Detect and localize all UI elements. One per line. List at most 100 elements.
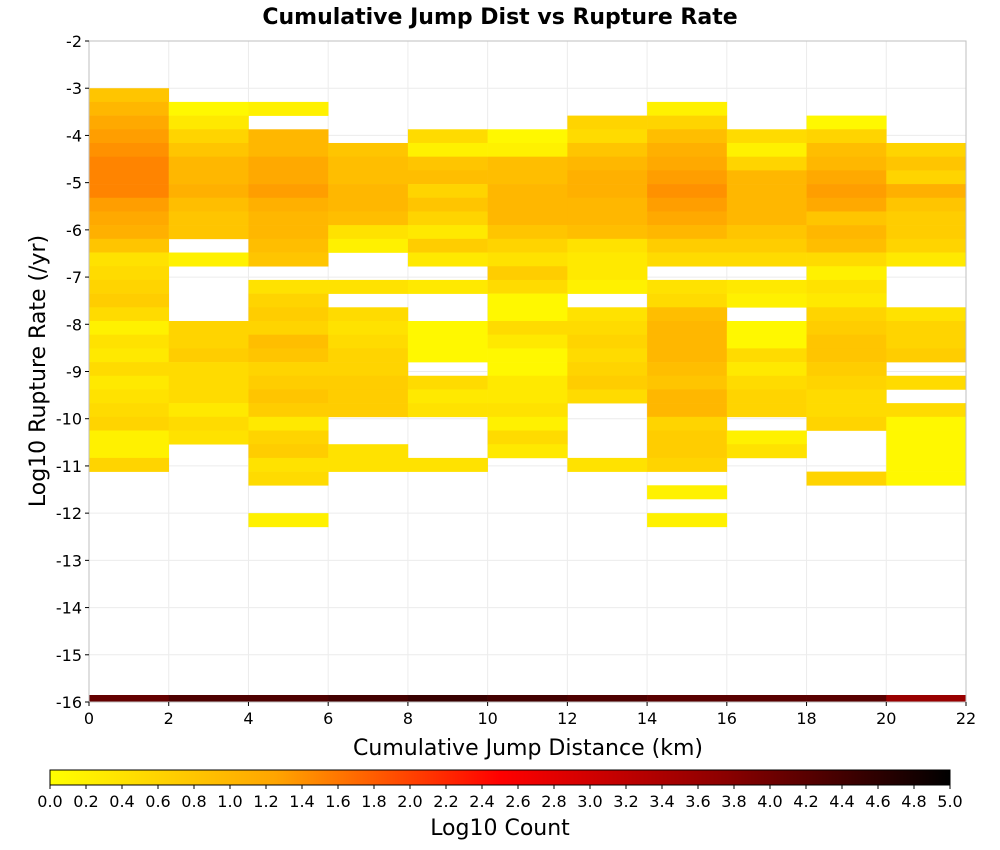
heatmap-cell [647, 238, 728, 253]
heatmap-cell [726, 279, 807, 294]
heatmap-cell [168, 129, 249, 144]
heatmap-cell [567, 375, 648, 390]
heatmap-cell [487, 293, 568, 308]
heatmap-cell [567, 389, 648, 404]
x-tick-label: 10 [477, 709, 497, 728]
heatmap-cell [89, 115, 170, 130]
heatmap-cell [806, 170, 887, 185]
heatmap-cell [89, 279, 170, 294]
heatmap-cell [328, 156, 409, 171]
heatmap-cell [567, 115, 648, 130]
heatmap-cell-bottom [328, 695, 409, 702]
heatmap-cell [806, 334, 887, 349]
x-tick-label: 8 [403, 709, 413, 728]
heatmap-cell [886, 320, 967, 335]
heatmap-cell [487, 375, 568, 390]
heatmap-cell [726, 142, 807, 157]
heatmap-cell [407, 348, 488, 363]
heatmap-cell [726, 170, 807, 185]
heatmap-cell [567, 197, 648, 212]
heatmap-cell [806, 471, 887, 486]
heatmap-cell [647, 375, 728, 390]
heatmap-cell [726, 403, 807, 418]
colorbar-label: Log10 Count [430, 816, 570, 841]
heatmap-cell [886, 307, 967, 322]
heatmap-cell [567, 170, 648, 185]
heatmap-cell [567, 307, 648, 322]
heatmap-cell [726, 444, 807, 459]
heatmap-cell [487, 362, 568, 377]
heatmap-cell [328, 170, 409, 185]
heatmap-cell [726, 129, 807, 144]
heatmap-cell [248, 211, 329, 226]
heatmap-cell [487, 170, 568, 185]
heatmap-cell [328, 348, 409, 363]
heatmap-cell [567, 252, 648, 267]
heatmap-cell [806, 362, 887, 377]
y-tick-label: -11 [56, 457, 82, 476]
heatmap-cell [647, 101, 728, 116]
heatmap-cell [328, 197, 409, 212]
heatmap-cell [647, 430, 728, 445]
heatmap-cell [328, 375, 409, 390]
heatmap-cell [328, 457, 409, 472]
heatmap-cell [487, 211, 568, 226]
heatmap-cell [248, 293, 329, 308]
heatmap-cell [487, 320, 568, 335]
y-axis-ticks: -2 -3 -4 -5 -6 -7 -8 -9 -10 -11 -12 -13 -14 -15 -16 [56, 32, 89, 712]
heatmap-cell [89, 416, 170, 431]
heatmap-cell [168, 211, 249, 226]
colorbar-tick-label: 0.2 [73, 792, 98, 811]
x-tick-label: 2 [164, 709, 174, 728]
heatmap-cells [89, 88, 967, 702]
heatmap-cell [248, 156, 329, 171]
colorbar-tick-label: 5.0 [937, 792, 962, 811]
heatmap-cell [407, 457, 488, 472]
heatmap-cell [886, 334, 967, 349]
heatmap-cell [806, 320, 887, 335]
heatmap-cell [886, 225, 967, 240]
heatmap-cell [168, 375, 249, 390]
colorbar [49, 769, 951, 786]
heatmap-cell [647, 307, 728, 322]
heatmap-cell [89, 211, 170, 226]
heatmap-cell [647, 252, 728, 267]
heatmap-cell [647, 389, 728, 404]
heatmap-cell [726, 334, 807, 349]
heatmap-cell [886, 156, 967, 171]
heatmap-cell [89, 197, 170, 212]
heatmap-cell [647, 444, 728, 459]
heatmap-cell [647, 115, 728, 130]
colorbar-tick-label: 1.2 [253, 792, 278, 811]
heatmap-cell [168, 115, 249, 130]
heatmap-cell [328, 320, 409, 335]
heatmap-cell [89, 389, 170, 404]
heatmap-cell [248, 457, 329, 472]
heatmap-cell [248, 170, 329, 185]
heatmap-cell [248, 471, 329, 486]
y-tick-label: -14 [56, 599, 82, 618]
heatmap-cell [248, 197, 329, 212]
heatmap-cell [487, 252, 568, 267]
heatmap-cell [647, 403, 728, 418]
heatmap-cell [89, 170, 170, 185]
heatmap-cell [806, 389, 887, 404]
colorbar-tick-label: 4.8 [901, 792, 926, 811]
heatmap-cell [647, 225, 728, 240]
heatmap-cell [89, 320, 170, 335]
heatmap-cell [168, 348, 249, 363]
colorbar-tick-label: 3.2 [613, 792, 638, 811]
colorbar-ticks: 0.0 0.2 0.4 0.6 0.8 1.0 1.2 1.4 1.6 1.8 2.0 2.2 2.4 2… [37, 785, 963, 811]
heatmap-cell [886, 471, 967, 486]
heatmap-cell [487, 334, 568, 349]
colorbar-tick-label: 3.6 [685, 792, 710, 811]
x-tick-label: 16 [717, 709, 737, 728]
heatmap-cell [487, 184, 568, 199]
y-tick-label: -9 [66, 363, 82, 382]
heatmap-cell [328, 184, 409, 199]
heatmap-cell [806, 211, 887, 226]
heatmap-cell [806, 375, 887, 390]
heatmap-cell [89, 252, 170, 267]
heatmap-cell [886, 184, 967, 199]
y-axis-label: Log10 Rupture Rate (/yr) [26, 235, 51, 507]
